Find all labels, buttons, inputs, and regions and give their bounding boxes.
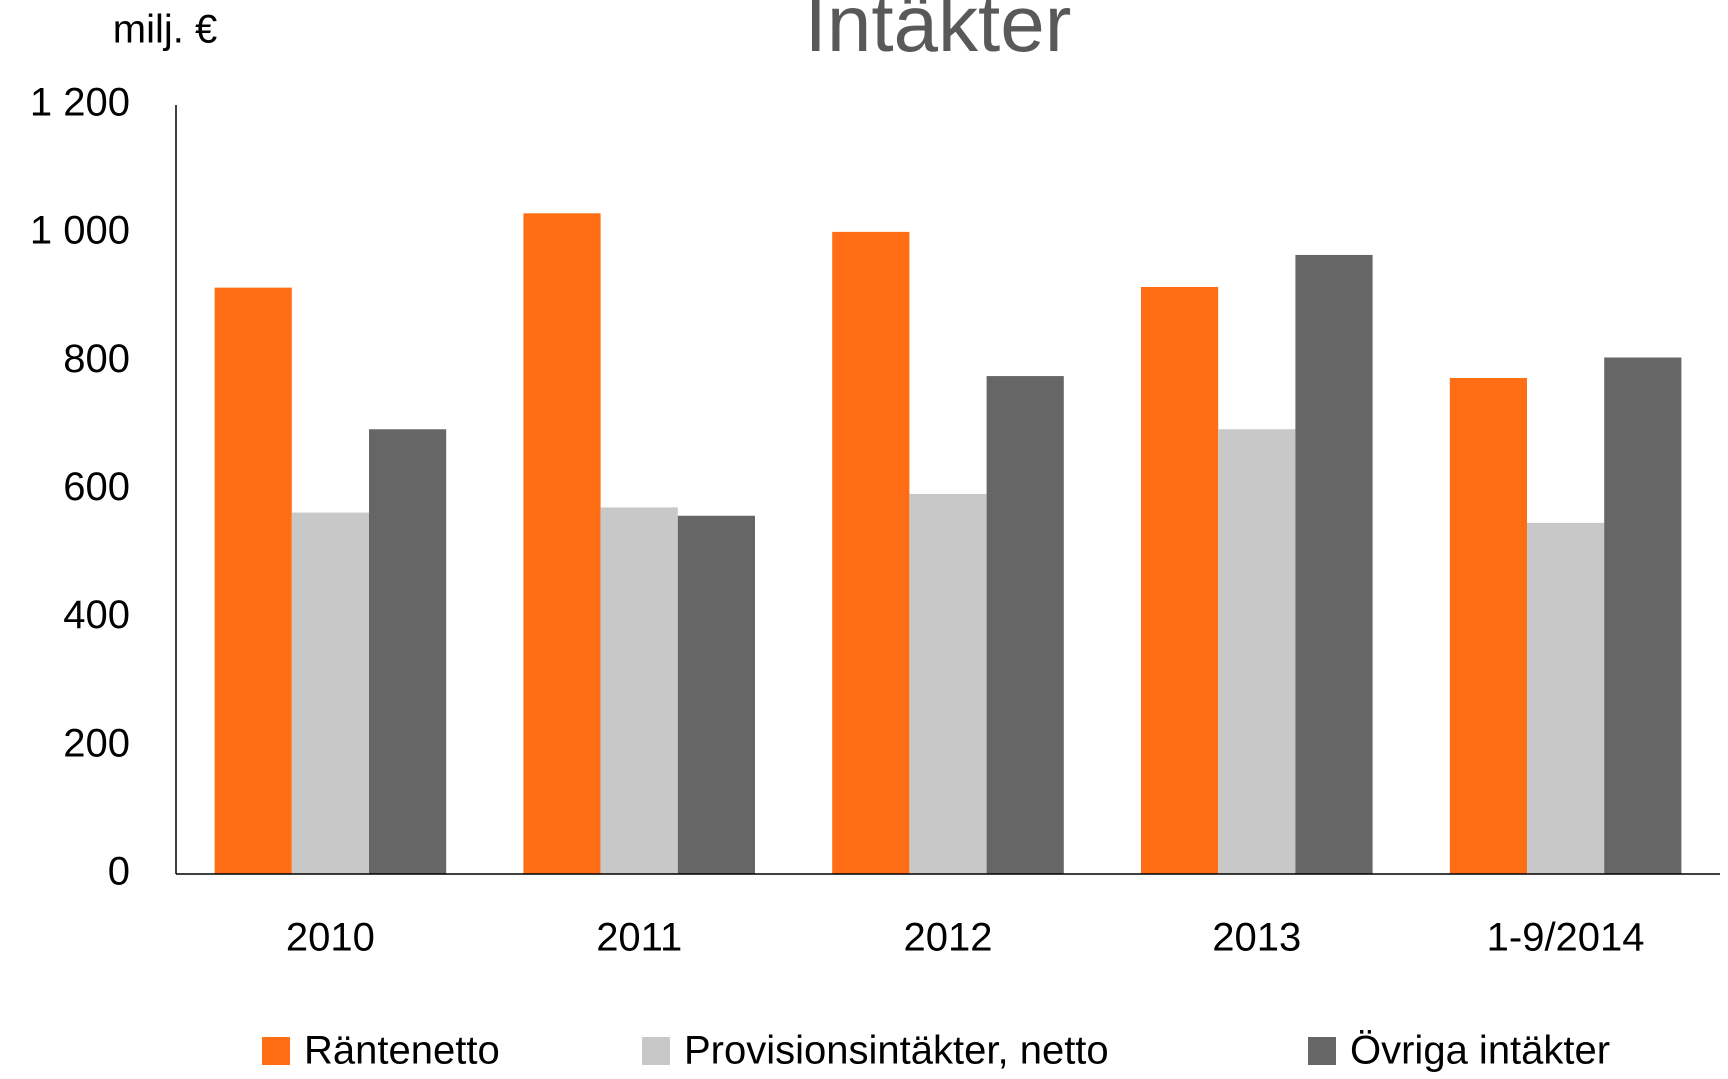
y-tick-label: 1 000	[30, 209, 130, 253]
bar	[986, 376, 1064, 874]
y-tick-label: 200	[63, 721, 130, 765]
bar	[1295, 254, 1373, 874]
bar	[1141, 286, 1219, 874]
legend-label: Provisionsintäkter, netto	[684, 1029, 1109, 1073]
bar	[214, 287, 292, 874]
bar	[677, 515, 755, 874]
y-axis-label: milj. €	[113, 8, 217, 52]
legend-label: Räntenetto	[304, 1029, 500, 1073]
y-tick-label: 1 200	[30, 81, 130, 125]
x-tick-label: 2012	[904, 916, 993, 960]
bar	[1449, 377, 1527, 874]
bar	[832, 231, 910, 874]
legend-swatch	[1308, 1037, 1336, 1065]
legend-swatch	[262, 1037, 290, 1065]
bar	[291, 512, 369, 874]
y-tick-label: 0	[108, 850, 130, 894]
bar	[600, 507, 678, 874]
x-tick-label: 2010	[286, 916, 375, 960]
bar	[1604, 357, 1682, 874]
bar	[523, 213, 601, 874]
chart-title: Intäkter	[805, 0, 1072, 68]
x-tick-label: 1-9/2014	[1487, 916, 1645, 960]
y-tick-label: 800	[63, 337, 130, 381]
x-tick-label: 2011	[596, 916, 682, 960]
bar	[909, 493, 987, 874]
bar	[369, 429, 447, 874]
bar	[1527, 522, 1605, 874]
legend-swatch	[642, 1037, 670, 1065]
y-tick-label: 400	[63, 593, 130, 637]
x-tick-label: 2013	[1212, 916, 1301, 960]
bar	[1218, 429, 1296, 874]
legend-label: Övriga intäkter	[1350, 1029, 1610, 1073]
y-tick-label: 600	[63, 465, 130, 509]
